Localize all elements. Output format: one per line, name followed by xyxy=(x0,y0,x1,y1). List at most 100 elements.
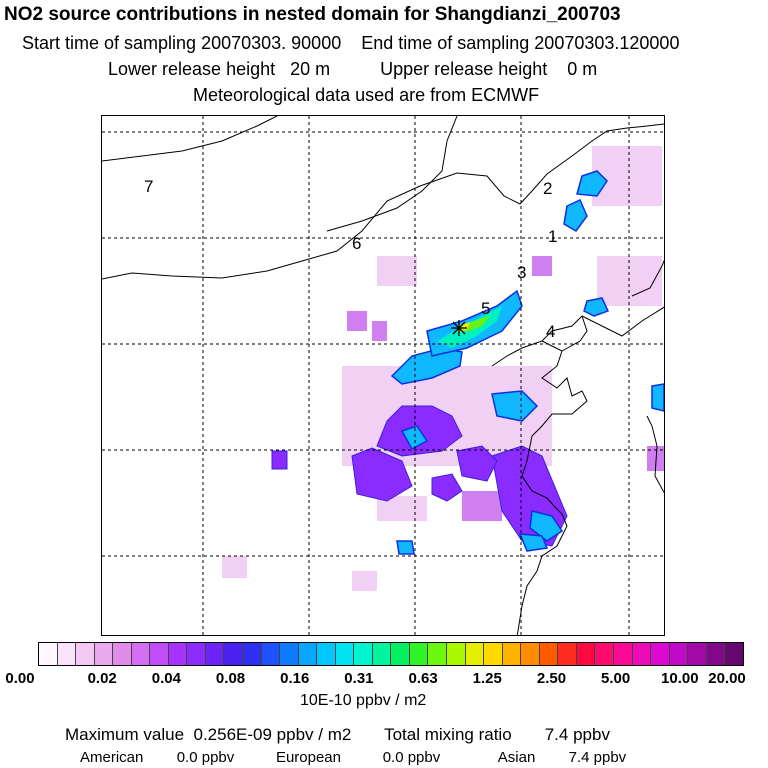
asian-label: Asian xyxy=(497,749,536,766)
total-mixing-label: Total mixing ratio xyxy=(384,725,512,744)
meteorology-line: Meteorological data used are from ECMWF xyxy=(193,85,540,105)
colorbar-ticks: 0.00 0.02 0.04 0.08 0.16 0.31 0.63 1.25 2.50 5.00… xyxy=(0,670,768,690)
plume-cell xyxy=(377,256,417,286)
total-mixing-value: 7.4 ppbv xyxy=(544,725,610,744)
plume-cell xyxy=(518,533,549,552)
colorbar-segment xyxy=(168,643,188,665)
release-height-line: Lower release height 20 m Upper release … xyxy=(108,59,598,79)
colorbar-tick-label: 0.04 xyxy=(151,670,181,687)
colorbar-tick-label: 1.25 xyxy=(472,670,502,687)
colorbar-segment xyxy=(94,643,114,665)
max-value-line: Maximum value 0.256E-09 ppbv / m2 Total … xyxy=(65,725,610,745)
colorbar-segment xyxy=(76,643,95,665)
regional-contributions-line: American 0.0 ppbv European 0.0 ppbv Asia… xyxy=(80,749,626,766)
plume-cell xyxy=(529,510,564,542)
plot-title: NO2 source contributions in nested domai… xyxy=(4,4,621,25)
receptor-star-icon xyxy=(451,320,467,336)
plume-cell xyxy=(372,321,387,341)
colorbar-tick-label: 0.02 xyxy=(87,670,117,687)
plume-cell xyxy=(592,146,662,206)
region-label-2: 2 xyxy=(543,179,552,198)
plume-cell xyxy=(222,556,247,578)
region-label-4: 4 xyxy=(546,322,555,341)
colorbar-segment xyxy=(576,643,596,665)
plume-cell xyxy=(390,347,463,385)
colorbar-segment xyxy=(131,643,151,665)
american-label: American xyxy=(80,749,144,766)
colorbar-segment xyxy=(502,643,522,665)
plume-cell xyxy=(491,390,539,422)
region-label-3: 3 xyxy=(517,263,526,282)
colorbar-segment xyxy=(651,643,670,665)
colorbar-segment xyxy=(187,643,206,665)
plume-cell xyxy=(647,446,664,471)
colorbar-segment xyxy=(39,643,58,665)
colorbar-segment xyxy=(669,643,689,665)
country-border xyxy=(102,116,278,162)
map-panel: 1 2 3 4 5 6 7 xyxy=(101,115,665,636)
colorbar-segment xyxy=(57,643,77,665)
colorbar-segment xyxy=(205,643,225,665)
plume-cell xyxy=(576,170,608,197)
sampling-time-line: Start time of sampling 20070303. 90000 E… xyxy=(22,33,680,53)
colorbar-segment xyxy=(391,643,410,665)
colorbar-tick-label: 20.00 xyxy=(708,670,746,687)
plume-cell xyxy=(352,571,377,591)
coastline xyxy=(491,306,664,367)
plume-cell xyxy=(462,316,490,332)
colorbar-segment xyxy=(447,643,466,665)
coastline xyxy=(561,315,588,352)
colorbar-segment xyxy=(484,643,503,665)
plume-cell xyxy=(431,473,463,502)
max-value: 0.256E-09 ppbv / m2 xyxy=(193,725,352,744)
coastline-layer xyxy=(102,116,664,635)
colorbar-segment xyxy=(558,643,577,665)
plume-cell xyxy=(532,256,552,276)
colorbar-tick-label: 10.00 xyxy=(661,670,699,687)
colorbar-segment xyxy=(428,643,448,665)
colorbar-tick-label: 2.50 xyxy=(536,670,567,687)
plume-cell xyxy=(563,198,588,232)
colorbar-segment xyxy=(113,643,132,665)
colorbar-segment xyxy=(725,643,743,665)
country-border xyxy=(326,116,458,232)
plume-layer xyxy=(222,146,664,591)
map-canvas: 1 2 3 4 5 6 7 xyxy=(102,116,664,635)
colorbar-unit: 10E-10 ppbv / m2 xyxy=(300,692,427,709)
country-border xyxy=(102,123,664,280)
lat-lon-grid xyxy=(102,116,664,635)
colorbar-segment xyxy=(354,643,373,665)
colorbar-segment xyxy=(372,643,392,665)
colorbar-tick-label: 0.63 xyxy=(408,670,438,687)
plume-cell xyxy=(462,491,502,521)
plume-cell xyxy=(400,425,429,451)
plume-cell xyxy=(351,447,413,502)
colorbar-segment xyxy=(335,643,355,665)
colorbar-tick-label: 0.00 xyxy=(5,670,35,687)
colorbar-segment xyxy=(261,643,281,665)
colorbar-segment xyxy=(280,643,299,665)
colorbar-segment xyxy=(243,643,262,665)
plume-cell xyxy=(456,445,498,482)
colorbar-segment xyxy=(613,643,633,665)
european-label: European xyxy=(275,749,341,766)
colorbar-segment xyxy=(150,643,169,665)
colorbar-segment xyxy=(298,643,318,665)
american-value: 0.0 ppbv xyxy=(176,749,235,766)
colorbar-segment xyxy=(706,643,726,665)
asian-value: 7.4 ppbv xyxy=(568,749,627,766)
colorbar-segment xyxy=(317,643,336,665)
colorbar-segment xyxy=(224,643,244,665)
plume-cell xyxy=(583,297,610,317)
coastline xyxy=(631,259,664,297)
colorbar-tick-label: 0.16 xyxy=(280,670,310,687)
colorbar-segment xyxy=(409,643,429,665)
plume-cell xyxy=(396,540,415,555)
colorbar-tick-label: 0.31 xyxy=(344,670,374,687)
colorbar-segment xyxy=(521,643,540,665)
coastline xyxy=(646,415,664,494)
colorbar xyxy=(38,642,744,666)
coastline xyxy=(516,340,588,635)
max-value-label: Maximum value xyxy=(65,725,185,744)
colorbar-segment xyxy=(632,643,652,665)
